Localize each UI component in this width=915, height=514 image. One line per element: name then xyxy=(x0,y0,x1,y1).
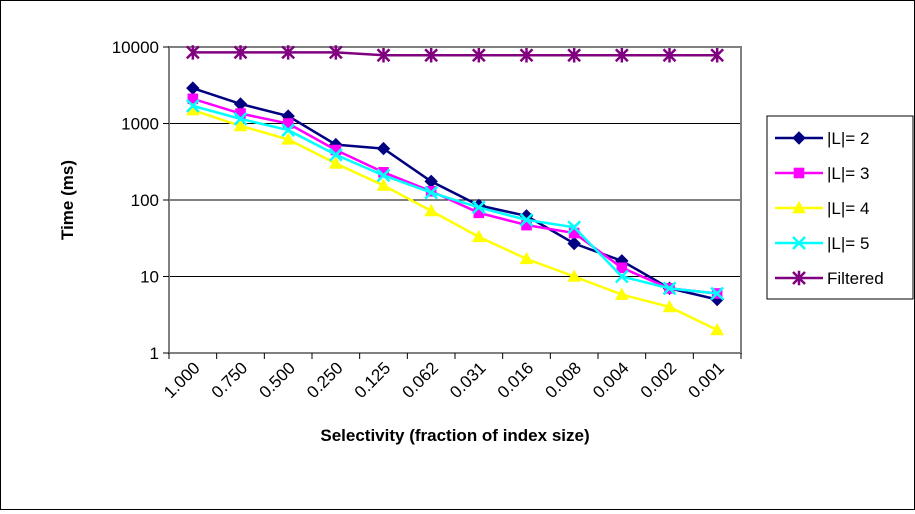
data-point-x xyxy=(614,269,629,284)
data-point-triangle xyxy=(376,178,391,191)
data-point-triangle xyxy=(662,299,677,313)
data-point-star xyxy=(792,270,806,286)
series-line xyxy=(192,97,718,295)
data-point-triangle xyxy=(328,156,343,169)
series-line xyxy=(192,86,718,301)
data-point-star xyxy=(185,45,200,60)
data-point-star xyxy=(328,45,343,60)
series-group xyxy=(185,45,725,336)
x-tick-label: 0.016 xyxy=(494,358,538,402)
data-point-star xyxy=(519,48,534,63)
data-point-star xyxy=(233,45,248,60)
data-point-x xyxy=(471,200,486,215)
x-tick-label: 0.125 xyxy=(351,358,395,402)
legend-item: |L|= 2 xyxy=(775,129,869,148)
y-tick-label: 1000 xyxy=(121,115,159,134)
legend-item: Filtered xyxy=(775,269,884,288)
x-tick-label: 0.004 xyxy=(589,358,633,402)
data-point-triangle xyxy=(233,118,248,132)
y-axis-label: Time (ms) xyxy=(58,160,77,240)
data-point-star xyxy=(471,48,486,63)
legend-label: |L|= 4 xyxy=(827,199,869,218)
data-point-x xyxy=(567,220,582,235)
data-point-star xyxy=(662,48,677,63)
data-point-triangle xyxy=(519,251,534,265)
data-point-star xyxy=(614,48,629,63)
series-line xyxy=(192,104,718,295)
series-line xyxy=(192,51,718,57)
data-point-triangle xyxy=(567,269,582,282)
x-tick-label: 0.001 xyxy=(684,358,728,402)
x-tick-label: 0.062 xyxy=(398,358,442,402)
data-point-x xyxy=(233,111,248,126)
legend-item: |L|= 4 xyxy=(775,199,869,218)
x-axis-label: Selectivity (fraction of index size) xyxy=(320,426,589,445)
series-line xyxy=(192,108,718,332)
data-point-triangle xyxy=(471,229,486,243)
data-point-triangle xyxy=(792,200,806,214)
legend-label: |L|= 5 xyxy=(827,234,869,253)
y-tick-label: 100 xyxy=(131,191,159,210)
x-tick-label: 0.031 xyxy=(446,358,490,402)
data-point-x xyxy=(662,281,677,296)
data-point-square xyxy=(793,167,805,179)
y-tick-label: 10000 xyxy=(112,38,159,57)
legend-label: |L|= 2 xyxy=(827,129,869,148)
data-point-diamond xyxy=(376,141,391,156)
data-point-star xyxy=(424,48,439,63)
data-point-x xyxy=(519,212,534,227)
data-point-x xyxy=(710,286,725,301)
data-point-x xyxy=(328,147,343,162)
data-point-triangle xyxy=(614,287,629,300)
series-3 xyxy=(185,102,725,336)
data-point-star xyxy=(281,45,296,60)
x-tick-label: 0.002 xyxy=(637,358,681,402)
data-point-star xyxy=(376,48,391,63)
x-tick-label: 0.500 xyxy=(255,358,299,402)
data-point-triangle xyxy=(710,322,725,336)
legend-item: |L|= 5 xyxy=(775,234,869,253)
x-tick-label: 0.250 xyxy=(303,358,347,402)
data-point-square xyxy=(616,262,628,274)
data-point-diamond xyxy=(567,236,581,251)
series-1 xyxy=(186,81,724,307)
y-tick-label: 10 xyxy=(140,268,159,287)
data-point-star xyxy=(567,48,582,63)
legend-label: |L|= 3 xyxy=(827,164,869,183)
legend-label: Filtered xyxy=(827,269,884,288)
data-point-diamond xyxy=(233,97,248,111)
data-point-square xyxy=(282,118,294,129)
data-point-triangle xyxy=(424,203,439,217)
data-point-triangle xyxy=(281,132,296,145)
series-5 xyxy=(185,45,725,63)
x-tick-label: 1.000 xyxy=(160,358,204,402)
y-tick-label: 1 xyxy=(150,344,159,363)
legend: |L|= 2 |L|= 3 |L|= 4 |L|= 5 Filtered xyxy=(766,115,914,300)
data-point-x xyxy=(281,123,296,137)
data-point-diamond xyxy=(186,81,200,95)
data-point-x xyxy=(792,236,806,250)
data-point-x xyxy=(376,168,391,183)
legend-item: |L|= 3 xyxy=(775,164,869,183)
data-point-star xyxy=(710,48,725,63)
series-4 xyxy=(185,98,725,301)
data-point-x xyxy=(185,98,200,113)
x-tick-label: 0.750 xyxy=(208,358,252,402)
x-tick-label: 0.008 xyxy=(541,358,585,402)
data-point-diamond xyxy=(792,131,806,145)
data-point-x xyxy=(424,185,439,200)
